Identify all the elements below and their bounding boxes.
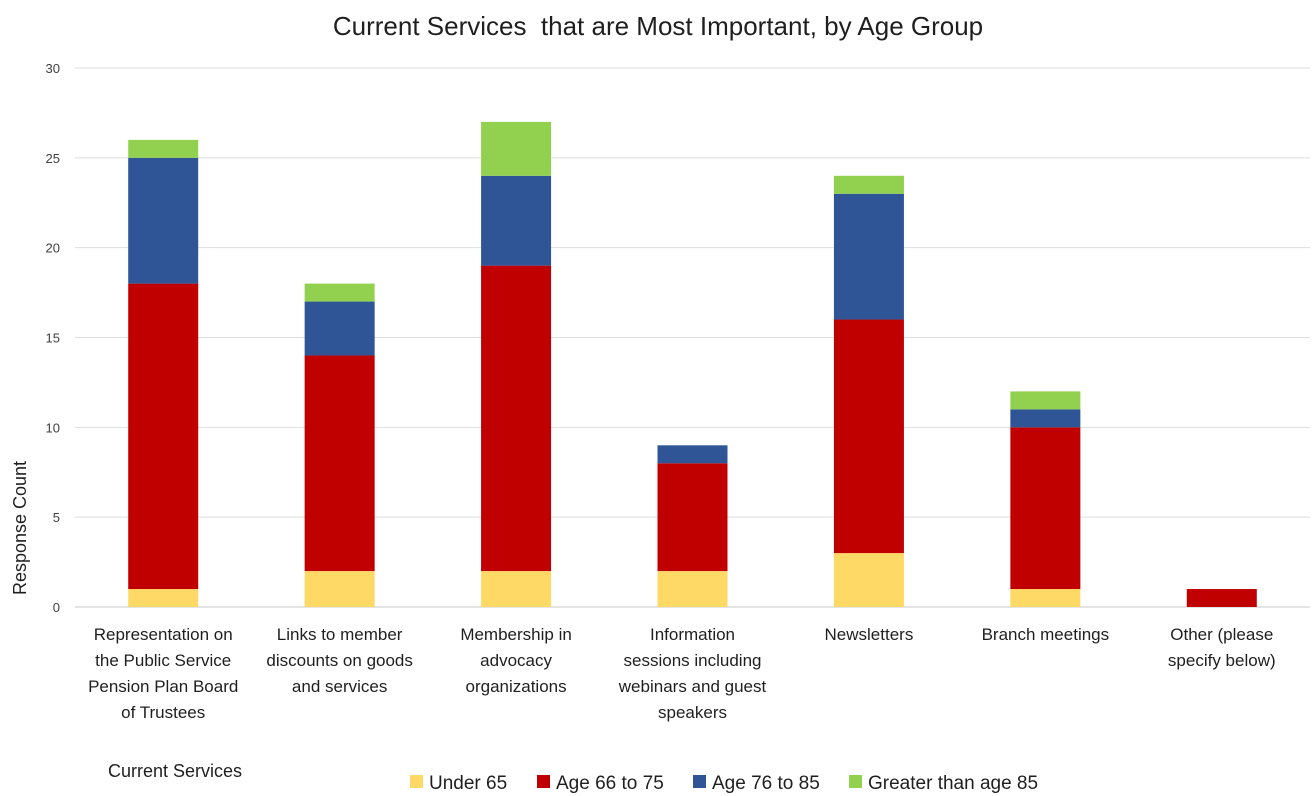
legend-swatch: [410, 775, 423, 788]
gridlines: [75, 67, 1310, 608]
y-axis-label: Response Count: [10, 461, 30, 595]
y-tick-label: 20: [46, 241, 60, 256]
y-tick-label: 25: [46, 151, 60, 166]
legend-label: Greater than age 85: [868, 773, 1038, 794]
x-tick-label: Membership in advocacy organizations: [460, 625, 572, 696]
x-tick-label: Other (please specify below): [1168, 625, 1276, 670]
y-tick-label: 0: [53, 600, 60, 615]
y-tick-label: 15: [46, 331, 60, 346]
x-tick-label: Representation on the Public Service Pensi…: [88, 625, 238, 722]
y-tick-label: 10: [46, 420, 60, 435]
legend-label: Age 66 to 75: [556, 773, 664, 794]
x-tick-label: Newsletters: [825, 625, 914, 644]
x-tick-label: Information sessions including webinars an…: [618, 625, 767, 722]
bar-segment-2: [128, 283, 199, 590]
legend-label: Under 65: [429, 773, 507, 794]
bar-segment-3: [128, 157, 199, 284]
chart-title: Current Services that are Most Important…: [333, 11, 983, 41]
bar-segment-1: [1010, 589, 1081, 607]
bar-segment-4: [481, 121, 552, 176]
bar-segment-2: [657, 463, 728, 572]
bar-segment-1: [481, 571, 552, 607]
bar-segment-4: [304, 283, 375, 302]
x-tick-label: Branch meetings: [982, 625, 1110, 644]
bar-segment-3: [1010, 409, 1081, 428]
bar-segment-1: [128, 589, 199, 607]
bar-segment-2: [1186, 589, 1257, 607]
x-axis-label: Current Services: [108, 761, 242, 781]
bar-segment-1: [833, 553, 904, 607]
legend-swatch: [693, 775, 706, 788]
bar-segment-1: [304, 571, 375, 607]
bars: [128, 121, 1257, 607]
y-axis-ticks: 0 5 10 15 20 25 30: [46, 61, 60, 615]
bar-segment-2: [481, 265, 552, 572]
bar-segment-3: [304, 301, 375, 356]
bar-segment-2: [1010, 427, 1081, 590]
legend-swatch: [537, 775, 550, 788]
bar-segment-4: [128, 139, 199, 158]
bar-segment-4: [1010, 391, 1081, 410]
legend: Under 65 Age 66 to 75 Age 76 to 85 Greater …: [410, 773, 1038, 794]
y-tick-label: 30: [46, 61, 60, 76]
legend-swatch: [849, 775, 862, 788]
bar-segment-2: [304, 355, 375, 572]
legend-label: Age 76 to 85: [712, 773, 820, 794]
bar-segment-2: [833, 319, 904, 554]
bar-segment-4: [833, 175, 904, 194]
x-tick-label: Links to member discounts on goods and ser…: [266, 625, 413, 696]
bar-segment-3: [657, 445, 728, 464]
bar-segment-3: [833, 193, 904, 320]
bar-segment-1: [657, 571, 728, 607]
bar-segment-3: [481, 175, 552, 266]
x-axis-tick-labels: Representation on the Public Service Pensi…: [88, 625, 1276, 722]
y-tick-label: 5: [53, 510, 60, 525]
